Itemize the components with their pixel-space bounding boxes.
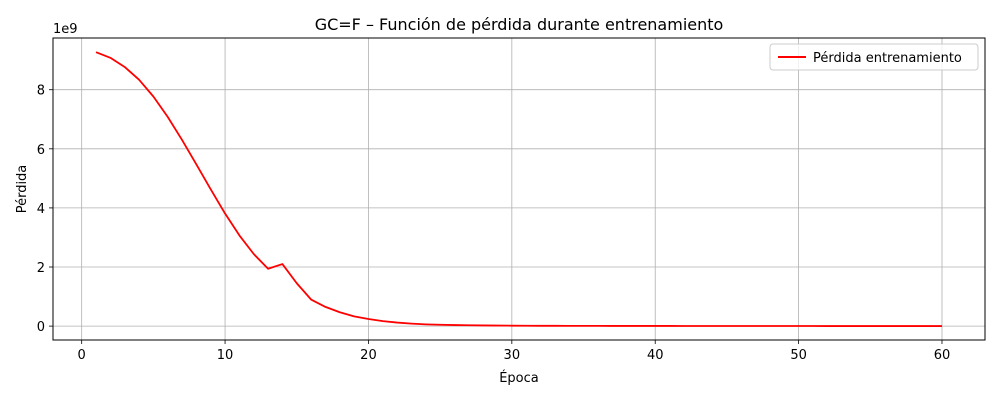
x-tick-label: 10 [217,348,234,363]
x-axis-label: Época [499,370,539,386]
y-offset-text: 1e9 [53,22,78,37]
x-tick-label: 60 [934,348,951,363]
y-axis: 0 2 4 6 8 [37,84,53,335]
y-tick-label: 8 [37,84,45,99]
loss-series-line [95,51,942,327]
x-axis: 0 10 20 30 40 50 60 [78,340,951,363]
legend-entry: Pérdida entrenamiento [813,51,962,66]
x-tick-label: 40 [647,348,664,363]
legend: Pérdida entrenamiento [769,43,979,71]
grid [53,38,985,340]
x-tick-label: 50 [790,348,807,363]
y-axis-label: Pérdida [15,165,30,214]
y-tick-label: 6 [37,143,45,158]
y-tick-label: 4 [37,202,45,217]
legend-box [769,43,979,71]
y-tick-label: 2 [37,261,45,276]
y-tick-label: 0 [37,320,45,335]
x-tick-label: 0 [78,348,86,363]
x-tick-label: 20 [360,348,377,363]
series-layer [95,51,942,327]
chart-title: GC=F – Función de pérdida durante entren… [315,15,724,34]
x-tick-label: 30 [504,348,521,363]
plot-frame [52,37,986,341]
